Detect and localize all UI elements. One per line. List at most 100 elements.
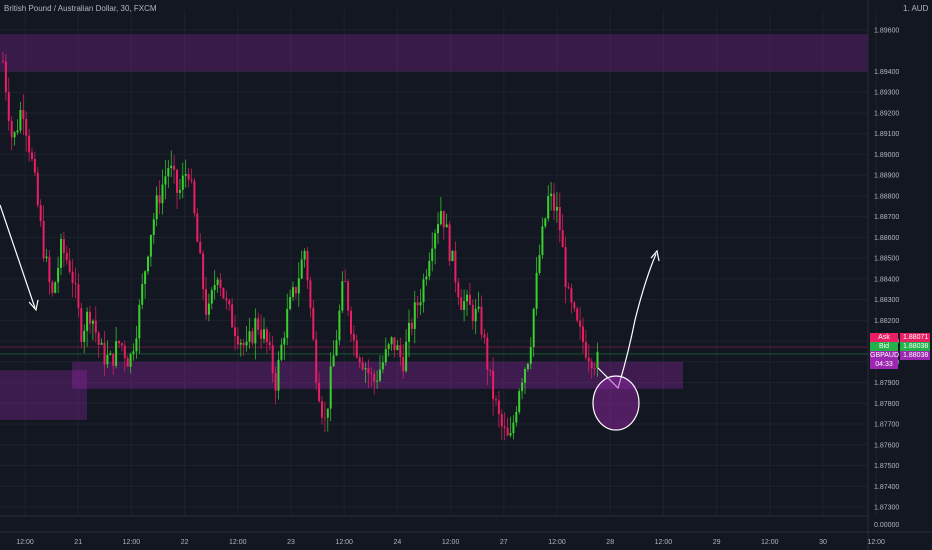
candle-body <box>434 233 437 249</box>
candle-body <box>344 281 347 282</box>
time-tick-label: 12:00 <box>761 539 779 546</box>
candle-body <box>489 369 492 371</box>
candle-body <box>54 282 57 293</box>
candle-body <box>202 253 205 290</box>
candle-body <box>271 345 274 374</box>
candle-body <box>376 380 379 382</box>
symbol-tag: GBPAUD <box>870 351 900 360</box>
candle-body <box>425 276 428 280</box>
price-tick-label: 1.87800 <box>874 401 899 408</box>
candle-body <box>13 132 16 138</box>
candle-body <box>402 357 405 372</box>
time-tick-label: 12:00 <box>16 539 34 546</box>
candle-body <box>100 342 103 345</box>
candle-body <box>62 238 65 254</box>
ask-tag: Ask <box>870 333 898 342</box>
candle-body <box>149 234 152 257</box>
time-axis[interactable]: 12:00 21 12:00 22 12:00 23 12:00 24 12:00 27 12:00… <box>0 531 932 546</box>
candle-body <box>471 304 474 322</box>
candle-body <box>364 368 367 370</box>
candle-body <box>112 353 115 366</box>
candle-body <box>129 353 132 367</box>
candle-body <box>477 306 480 309</box>
price-axis[interactable]: 1.89600 1.89400 1.89300 1.89200 1.89100 1.890… <box>867 0 899 550</box>
candle-body <box>248 331 251 342</box>
time-tick-label: 27 <box>500 539 508 546</box>
candle-body <box>381 362 384 370</box>
candle-body <box>463 301 466 310</box>
candle-body <box>541 226 544 256</box>
candle-body <box>7 92 10 121</box>
candle-body <box>518 391 521 412</box>
candle-body <box>515 411 518 423</box>
candle-body <box>196 213 199 242</box>
resistance-zone <box>0 34 868 72</box>
price-tick-label: 1.87400 <box>874 484 899 491</box>
candle-body <box>457 282 460 298</box>
candle-body <box>190 179 193 181</box>
candle-body <box>410 322 413 329</box>
candle-body <box>103 342 106 365</box>
candle-body <box>335 340 338 356</box>
candle-body <box>152 219 155 235</box>
candle-body <box>289 297 292 310</box>
candle-body <box>379 369 381 381</box>
candle-body <box>45 256 48 259</box>
candle-body <box>396 345 399 351</box>
price-tick-label: 1.88700 <box>874 214 899 221</box>
candle-body <box>492 370 495 400</box>
candle-body <box>448 224 451 262</box>
price-tick-label: 1.89000 <box>874 152 899 159</box>
candle-body <box>373 373 376 382</box>
candle-body <box>532 308 535 347</box>
candle-body <box>219 279 222 288</box>
candle-body <box>579 320 582 327</box>
candle-body <box>118 341 120 344</box>
candle-body <box>251 331 254 344</box>
candle-body <box>367 368 370 374</box>
symbol-title: British Pound / Australian Dollar, 30, F… <box>4 4 157 13</box>
candle-body <box>176 169 178 193</box>
candle-body <box>80 308 83 342</box>
candle-body <box>451 250 454 262</box>
candle-body <box>132 351 135 354</box>
candle-body <box>225 298 228 301</box>
candle-body <box>567 287 570 289</box>
time-tick-label: 23 <box>287 539 295 546</box>
candle-body <box>526 363 529 370</box>
candle-body <box>570 288 573 303</box>
candle-body <box>428 260 431 277</box>
candle-body <box>144 271 147 285</box>
candle-body <box>312 307 315 340</box>
candle-body <box>297 278 300 294</box>
candle-body <box>416 302 419 306</box>
candle-body <box>158 195 161 204</box>
candle-body <box>292 287 294 298</box>
candle-body <box>42 221 45 259</box>
candle-body <box>260 329 263 339</box>
candle-body <box>323 417 326 419</box>
candle-body <box>234 327 236 336</box>
price-tick-label: 1.88400 <box>874 276 899 283</box>
down-arrow-head <box>28 299 39 312</box>
price-tick-label: 1.88200 <box>874 318 899 325</box>
candle-body <box>25 118 28 136</box>
candle-body <box>309 280 312 308</box>
candle-body <box>155 195 158 220</box>
candle-body <box>36 172 39 206</box>
candle-body <box>135 338 138 352</box>
price-tick-label: 1.88900 <box>874 173 899 180</box>
candle-body <box>277 359 280 391</box>
candle-body <box>408 322 410 342</box>
candle-body <box>222 287 225 299</box>
price-tick-label: 1.87300 <box>874 505 899 512</box>
candle-body <box>361 362 364 370</box>
candle-body <box>495 399 497 401</box>
candle-body <box>550 193 553 197</box>
candle-body <box>555 206 558 211</box>
candle-body <box>147 256 149 272</box>
candle-body <box>306 250 309 281</box>
candle-body <box>596 351 599 369</box>
candle-body <box>213 284 216 291</box>
